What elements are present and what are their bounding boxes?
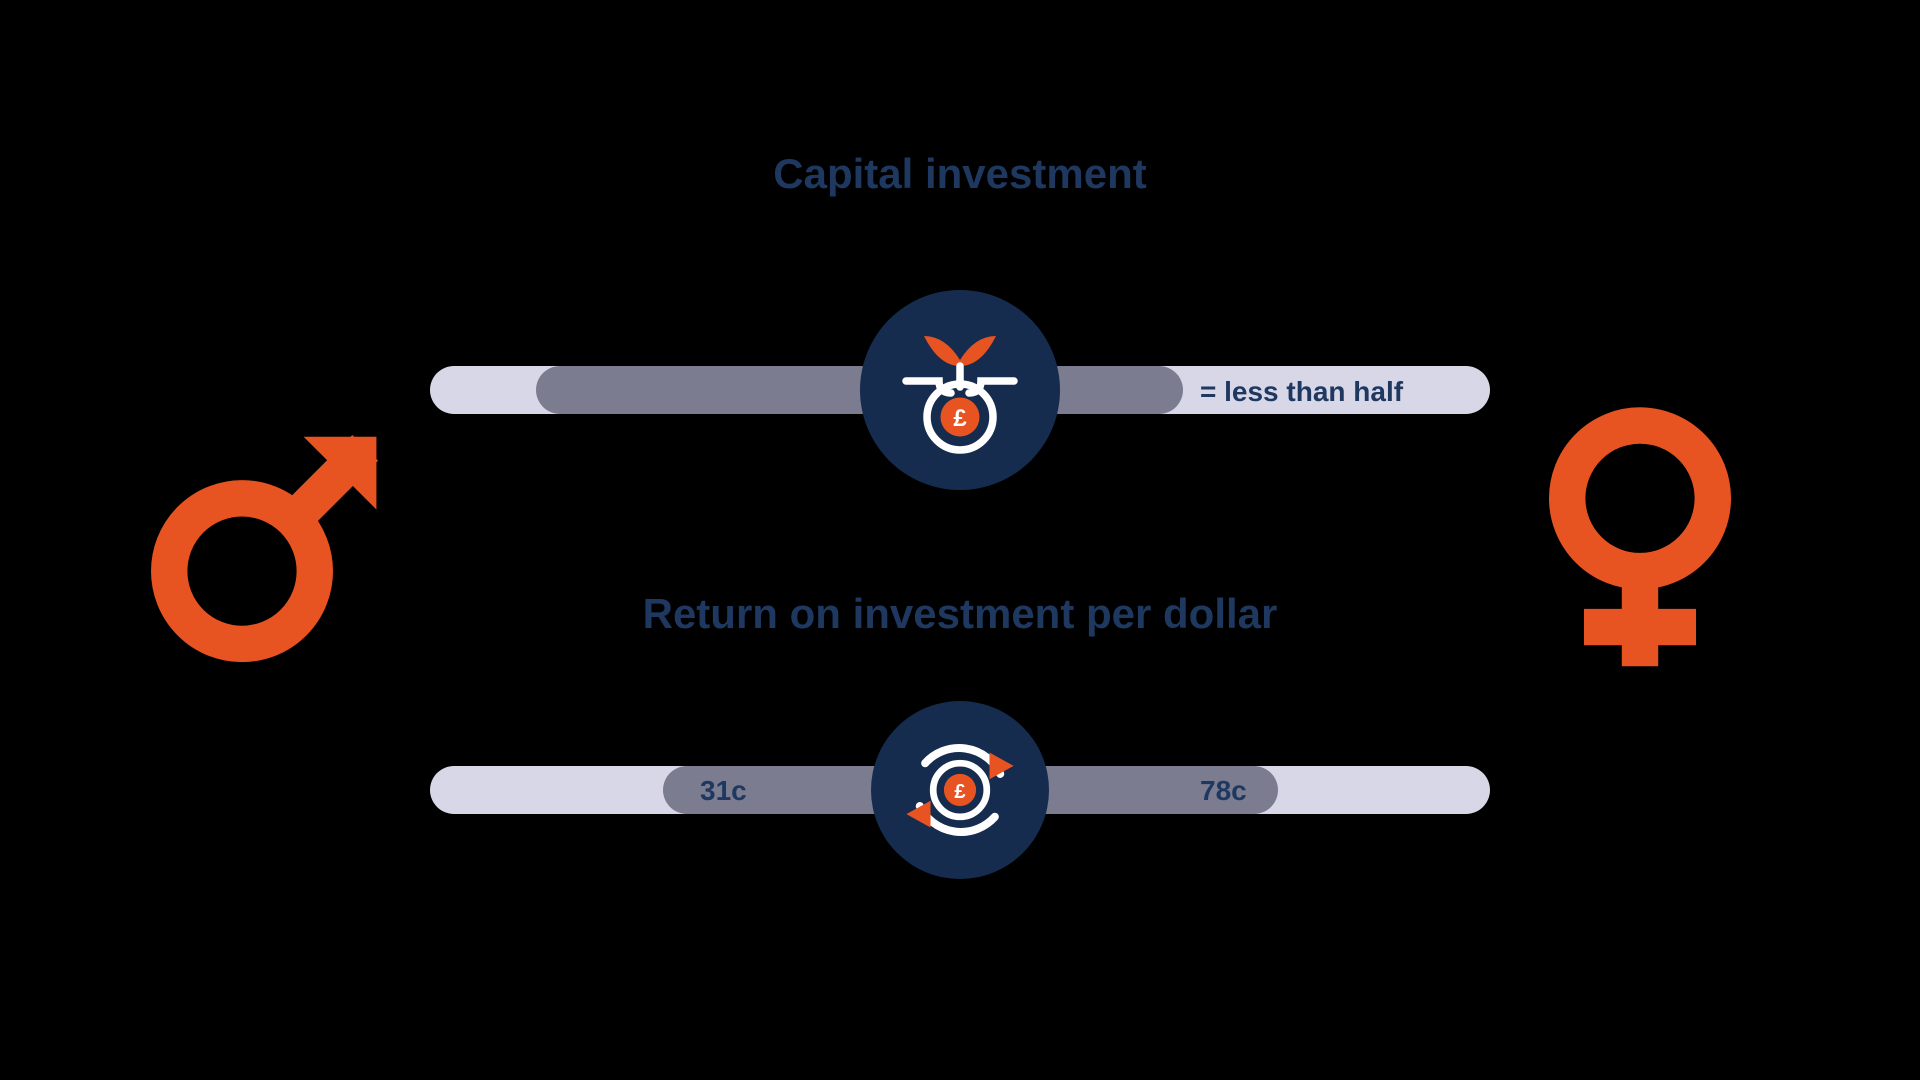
male-icon xyxy=(130,398,410,683)
svg-text:£: £ xyxy=(954,781,965,803)
plant-pound-icon: £ xyxy=(885,315,1035,465)
female-icon xyxy=(1500,398,1780,683)
roi-right-value: 78c xyxy=(1200,775,1247,807)
capital-badge: £ xyxy=(860,290,1060,490)
infographic-canvas: Capital investment = less than half £ Re… xyxy=(0,0,1920,1080)
capital-heading: Capital investment xyxy=(773,150,1146,198)
roi-heading: Return on investment per dollar xyxy=(643,590,1278,638)
svg-text:£: £ xyxy=(953,405,967,432)
roi-left-value: 31c xyxy=(700,775,747,807)
roi-badge: £ xyxy=(871,701,1049,879)
cycle-pound-icon: £ xyxy=(893,723,1027,857)
capital-right-annotation: = less than half xyxy=(1200,376,1403,408)
